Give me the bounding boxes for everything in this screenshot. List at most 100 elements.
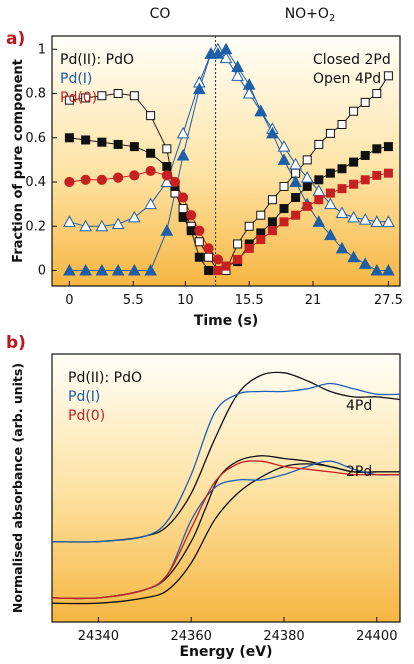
data-point-a-3-3 — [111, 263, 125, 276]
data-point-a-1-17 — [267, 217, 277, 227]
data-point-a-0-23 — [337, 119, 347, 129]
data-point-a-3-15 — [266, 126, 279, 139]
data-point-a-0-15 — [244, 221, 254, 231]
panel-b: b) 24340 24360 24380 24400 Pd(II): PdO Pd(I… — [6, 333, 401, 660]
spectrum-line-b-1 — [51, 382, 401, 543]
x-axis-label-a: Time (s) — [194, 313, 258, 329]
data-point-a-1-1 — [81, 135, 91, 145]
x-tick-label-a-4: 21 — [305, 293, 322, 308]
data-point-a-2-4 — [128, 210, 141, 223]
data-point-a-3-13 — [242, 78, 256, 90]
x-tick-label-a-1: 5.5 — [123, 293, 144, 308]
data-point-a-3-19 — [312, 215, 326, 227]
annotation-4pd: 4Pd — [346, 398, 372, 414]
data-point-a-5-14 — [372, 170, 382, 180]
data-point-a-2-17 — [289, 157, 302, 170]
no-o2-label: NO+O2 — [285, 6, 336, 24]
annotation-open-4pd: Open 4Pd — [313, 71, 381, 87]
data-point-a-5-9 — [314, 195, 324, 205]
data-point-a-5-7 — [291, 210, 301, 220]
data-point-a-1-24 — [349, 157, 359, 167]
series-line-a-1 — [69, 137, 389, 271]
data-point-a-1-23 — [337, 164, 347, 174]
data-point-a-1-22 — [325, 168, 335, 178]
data-point-a-2-6 — [160, 175, 174, 188]
data-point-a-5-0 — [213, 266, 223, 276]
co-label: CO — [150, 6, 171, 22]
x-tick-label-a-3: 15.5 — [235, 293, 264, 308]
panel-b-label: b) — [6, 333, 26, 353]
data-point-a-5-2 — [233, 254, 243, 264]
data-point-a-0-1 — [81, 93, 91, 103]
series-group-b — [51, 371, 401, 605]
data-point-a-1-4 — [129, 142, 139, 152]
data-point-a-0-14 — [233, 239, 243, 249]
ticks-group-b: 24340 24360 24380 24400 — [78, 617, 397, 644]
y-axis-label-b: Normalised absorbance (arb. units) — [10, 363, 25, 613]
x-tick-label-a-0: 0 — [65, 293, 73, 308]
data-point-a-3-12 — [231, 60, 244, 72]
data-point-a-3-24 — [370, 263, 384, 276]
data-point-a-0-6 — [162, 144, 172, 154]
data-point-a-1-27 — [383, 142, 393, 152]
series-group-a — [63, 42, 395, 276]
legend-a-pdi: Pd(I) — [60, 71, 92, 87]
legend-b-pd0: Pd(0) — [68, 408, 105, 424]
data-point-a-4-12 — [212, 254, 223, 265]
data-point-a-0-17 — [267, 195, 277, 205]
data-point-a-2-24 — [370, 215, 384, 227]
data-point-a-2-20 — [324, 197, 337, 210]
data-point-a-0-11 — [204, 252, 214, 262]
panel-a: a) CO NO+O2 00.20.40.60.810 5.5 10 15.5 21 27… — [6, 6, 403, 329]
data-point-a-3-5 — [144, 263, 157, 276]
data-point-a-4-11 — [203, 243, 214, 254]
data-point-a-2-3 — [111, 217, 125, 230]
x-tick-label-a-2: 10 — [177, 293, 194, 308]
data-point-a-2-5 — [144, 197, 157, 210]
data-point-a-0-16 — [256, 210, 266, 220]
data-point-a-1-6 — [162, 162, 172, 172]
ticks-group-a: 00.20.40.60.810 5.5 10 15.5 21 27.5 — [25, 42, 403, 308]
x-tick-label-b-3: 24400 — [356, 629, 397, 644]
data-point-a-1-25 — [360, 150, 370, 160]
x-tick-label-b-2: 24380 — [263, 629, 304, 644]
x-tick-label-b-1: 24360 — [171, 629, 212, 644]
data-point-a-3-11 — [219, 42, 233, 55]
data-point-a-2-18 — [300, 171, 314, 183]
spectrum-line-b-3 — [51, 463, 400, 605]
legend-b-pdi: Pd(I) — [68, 389, 100, 405]
data-point-a-2-13 — [242, 86, 256, 99]
data-point-a-3-14 — [254, 104, 268, 117]
data-point-a-5-13 — [360, 175, 370, 185]
data-point-a-0-20 — [302, 155, 312, 165]
data-point-a-3-7 — [176, 148, 190, 161]
data-point-a-1-9 — [186, 226, 196, 236]
data-point-a-5-10 — [325, 188, 335, 198]
data-point-a-1-20 — [302, 181, 312, 191]
data-point-a-4-1 — [80, 174, 91, 185]
data-point-a-2-1 — [79, 219, 92, 232]
data-point-a-3-25 — [382, 263, 395, 276]
data-point-a-4-3 — [113, 172, 124, 183]
data-point-a-2-2 — [95, 219, 109, 232]
plot-area-b — [51, 353, 401, 623]
y-tick-label-a-5: 1 — [38, 42, 46, 57]
data-point-a-0-2 — [97, 91, 107, 101]
data-point-a-2-23 — [358, 213, 372, 225]
data-point-a-4-4 — [129, 170, 140, 181]
data-point-a-5-8 — [302, 201, 312, 211]
data-point-a-5-3 — [244, 243, 254, 253]
data-point-a-3-0 — [63, 263, 76, 276]
data-point-a-4-9 — [186, 210, 197, 221]
annotation-closed-2pd: Closed 2Pd — [313, 52, 391, 68]
data-point-a-3-20 — [324, 228, 337, 241]
data-point-a-1-5 — [146, 148, 156, 158]
series-line-a-0 — [69, 75, 389, 271]
data-point-a-3-23 — [358, 257, 372, 269]
y-axis-label-a: Fraction of pure component — [11, 59, 26, 263]
data-point-a-1-0 — [64, 133, 74, 143]
data-point-a-5-5 — [267, 226, 277, 236]
x-tick-label-b-0: 24340 — [78, 629, 119, 644]
data-point-a-3-8 — [192, 82, 206, 95]
